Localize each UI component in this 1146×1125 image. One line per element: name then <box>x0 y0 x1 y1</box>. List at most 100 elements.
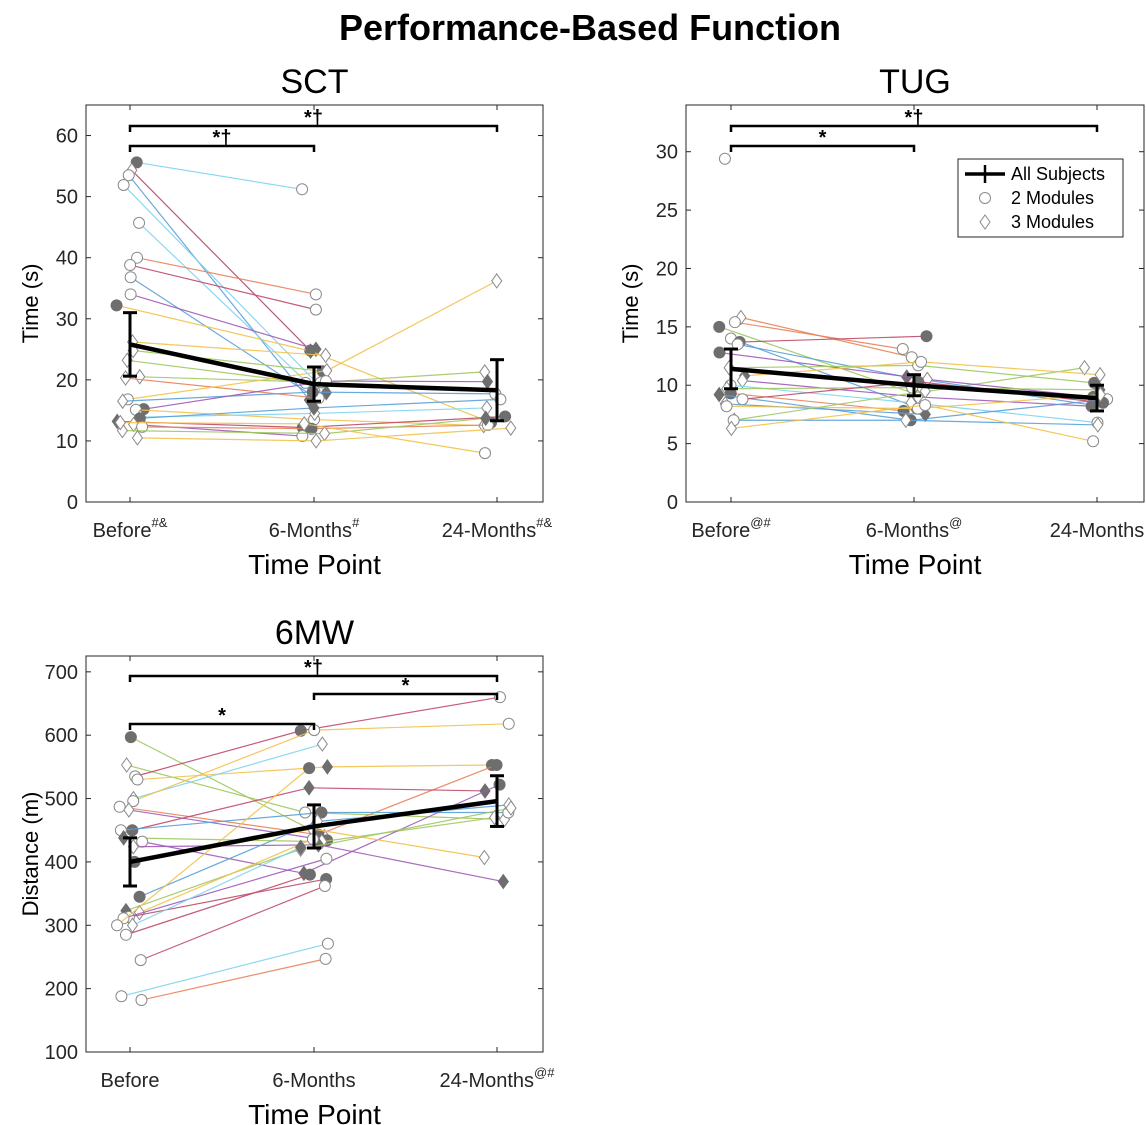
subject-point-circle <box>124 259 137 272</box>
subject-point-circle <box>296 183 309 196</box>
significance-bracket <box>128 722 316 730</box>
subject-point-circle <box>115 990 128 1003</box>
subject-point-diamond <box>114 414 126 431</box>
axes-frame <box>85 655 544 1053</box>
subject-point-circle <box>124 731 137 744</box>
subject-line <box>138 222 316 391</box>
y-tick-label: 30 <box>56 309 78 331</box>
y-tick-label: 50 <box>56 187 78 209</box>
subject-line <box>132 846 301 926</box>
subject-line <box>924 404 1094 442</box>
subject-point-circle <box>499 410 512 423</box>
subject-point-circle <box>502 717 515 730</box>
subject-line <box>132 787 310 831</box>
subject-point-diamond <box>491 273 503 289</box>
y-tick-label: 700 <box>45 662 78 684</box>
x-tick-superscript: @# <box>750 515 771 530</box>
subject-line <box>911 402 1098 424</box>
subject-point-circle <box>320 852 333 865</box>
significance-bracket <box>312 692 499 700</box>
significance-label: *† <box>304 657 323 679</box>
subject-line <box>730 337 914 407</box>
subject-point-circle <box>319 952 332 965</box>
subject-point-circle <box>736 393 749 406</box>
y-tick-label: 200 <box>45 979 78 1001</box>
subject-line <box>312 391 496 395</box>
subject-point-circle <box>1087 435 1100 448</box>
panel-sct: SCT 0 10 20 30 40 50 60 Before#& 6-Months# 24-Mont… <box>18 63 553 580</box>
subject-line <box>136 161 303 190</box>
subject-line <box>312 828 485 859</box>
subject-point-circle <box>299 806 312 819</box>
subject-point-circle <box>124 271 137 284</box>
subject-point-diamond <box>480 410 492 427</box>
subject-point-diamond <box>505 800 517 816</box>
subject-point-diamond <box>1092 417 1104 433</box>
y-tick-label: 100 <box>45 1042 78 1064</box>
x-axis-label: Time Point <box>849 549 982 580</box>
y-tick-label: 20 <box>56 370 78 392</box>
y-tick-label: 500 <box>45 789 78 811</box>
subject-line <box>304 423 486 454</box>
subject-line <box>131 169 311 351</box>
subject-line <box>123 184 327 394</box>
subject-line <box>120 422 305 425</box>
x-tick-superscript: @ <box>949 515 962 530</box>
x-tick-superscript: # <box>352 515 360 530</box>
panel-title: SCT <box>281 63 349 101</box>
subject-point-circle <box>896 343 909 356</box>
subject-line <box>313 398 501 409</box>
y-tick-label: 10 <box>56 431 78 453</box>
subject-line <box>143 380 327 410</box>
significance-bracket <box>128 124 499 132</box>
legend-marker-diamond <box>979 214 991 230</box>
subject-point-diamond <box>316 736 328 752</box>
subject-line <box>123 837 322 843</box>
subject-point-circle <box>113 800 126 813</box>
subject-point-circle <box>718 152 731 165</box>
subject-line <box>326 280 498 372</box>
x-tick-label: Before#& <box>93 515 168 542</box>
subject-point-diamond <box>905 394 917 411</box>
y-tick-label: 400 <box>45 852 78 874</box>
subject-line <box>321 816 495 843</box>
subject-point-circle <box>131 251 144 264</box>
panel-title: TUG <box>879 63 951 101</box>
subject-line <box>314 723 509 731</box>
subject-point-circle <box>720 400 733 413</box>
subject-point-diamond <box>505 420 517 436</box>
subject-line <box>116 304 311 352</box>
subject-line <box>309 787 486 792</box>
subject-point-circle <box>294 724 307 737</box>
subject-line <box>726 405 918 410</box>
subject-line <box>133 844 319 848</box>
subject-line <box>125 377 319 399</box>
subject-point-circle <box>134 954 147 967</box>
subject-line <box>128 174 310 401</box>
y-axis-label: Time (s) <box>618 264 643 344</box>
significance-label: * <box>402 675 410 697</box>
subject-line <box>120 811 322 831</box>
subject-line <box>905 419 1098 426</box>
x-tick-label: 6-Months <box>272 1070 355 1092</box>
subject-line <box>125 848 301 912</box>
y-axis-label: Distance (m) <box>18 792 43 917</box>
subject-line <box>121 943 329 997</box>
subject-point-diamond <box>308 400 320 416</box>
subject-line <box>127 359 306 384</box>
subject-point-diamond <box>1094 366 1106 383</box>
subject-point-circle <box>130 156 143 169</box>
subject-line <box>325 380 488 383</box>
subject-point-circle <box>479 447 492 460</box>
subject-line <box>742 379 918 398</box>
x-tick-superscript: #& <box>536 515 552 530</box>
subject-line <box>733 390 926 421</box>
subject-line <box>122 429 325 435</box>
legend-entry: 3 Modules <box>1011 212 1094 232</box>
significance-label: *† <box>304 107 323 129</box>
subject-line <box>918 364 1095 384</box>
subject-line <box>126 764 306 814</box>
subject-point-diamond <box>131 430 144 446</box>
subject-point-circle <box>110 299 123 312</box>
